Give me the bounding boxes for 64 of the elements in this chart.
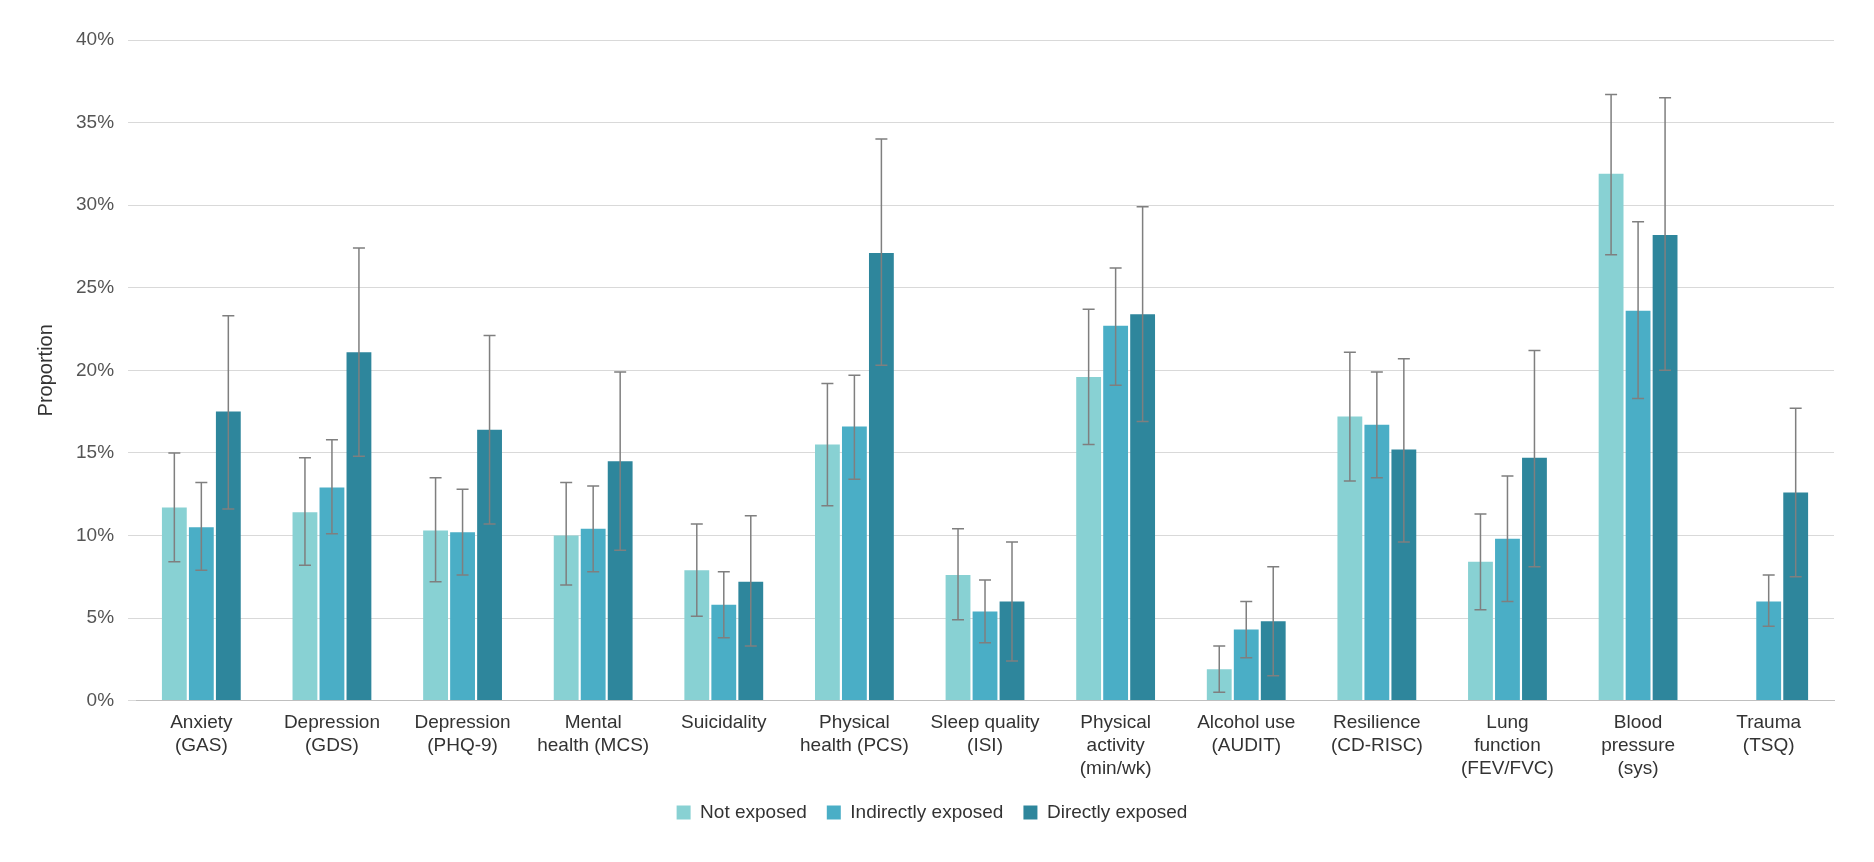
y-tick-label: 25% [76, 275, 115, 297]
bar [319, 487, 345, 701]
x-tick-label: Alcohol use (AUDIT) [1197, 711, 1296, 756]
bar [945, 575, 971, 701]
bar [1391, 449, 1417, 701]
bar [711, 604, 737, 701]
bar [292, 512, 318, 701]
y-tick-label: 10% [76, 523, 115, 545]
bar [215, 411, 241, 701]
bar [1598, 173, 1624, 701]
bar [1130, 314, 1156, 701]
bar [188, 527, 214, 701]
bar [1076, 376, 1102, 701]
bar [346, 352, 372, 701]
legend-label: Indirectly exposed [850, 800, 1004, 822]
y-tick-label: 35% [76, 110, 115, 132]
bar [1756, 601, 1782, 701]
y-tick-label: 0% [86, 688, 115, 710]
bar [1783, 492, 1809, 701]
bar [814, 444, 840, 701]
bar [1495, 538, 1520, 701]
bar [1364, 424, 1390, 701]
bar [1468, 561, 1493, 701]
bar [1260, 621, 1286, 701]
x-tick-label: Suicidality [681, 711, 768, 733]
bar [841, 426, 867, 701]
bar [1337, 416, 1363, 701]
x-tick-label: Trauma (TSQ) [1736, 711, 1802, 756]
y-tick-label: 30% [76, 193, 115, 215]
x-tick-label: Mental health (MCS) [537, 711, 650, 756]
bar [972, 611, 998, 701]
bar [1652, 234, 1678, 701]
y-tick-label: 5% [86, 606, 115, 628]
y-axis-title: Proportion [33, 324, 56, 417]
bar [161, 507, 187, 701]
x-tick-label: Physical health (PCS) [800, 711, 909, 756]
bar [580, 528, 606, 701]
bar [423, 530, 448, 701]
bar [1522, 457, 1547, 701]
bar [1103, 325, 1129, 701]
x-tick-label: Anxiety (GAS) [170, 711, 233, 756]
legend-label: Not exposed [700, 800, 807, 822]
x-tick-label: Resilience (CD-RISC) [1330, 711, 1423, 756]
x-tick-label: Sleep quality (ISI) [930, 711, 1040, 756]
bar [1233, 629, 1259, 701]
bar [477, 429, 502, 701]
x-tick-label: Lung function (FEV/FVC) [1461, 711, 1554, 778]
y-tick-label: 20% [76, 358, 115, 380]
bar [1206, 669, 1232, 701]
bar [450, 532, 475, 701]
bar [553, 535, 579, 701]
bar [738, 581, 764, 701]
x-tick-label: Blood pressure (sys) [1601, 711, 1676, 778]
bar [868, 253, 894, 701]
x-tick-label: Depression (PHQ-9) [414, 711, 511, 756]
y-tick-label: 15% [76, 441, 115, 463]
bar [999, 601, 1025, 701]
x-tick-label: Physical activity (min/wk) [1079, 711, 1152, 778]
y-tick-label: 40% [76, 28, 115, 50]
bar [607, 461, 633, 701]
x-tick-label: Depression (GDS) [283, 711, 380, 756]
bar [684, 570, 710, 701]
legend-label: Directly exposed [1046, 800, 1188, 822]
bar [1625, 310, 1651, 701]
